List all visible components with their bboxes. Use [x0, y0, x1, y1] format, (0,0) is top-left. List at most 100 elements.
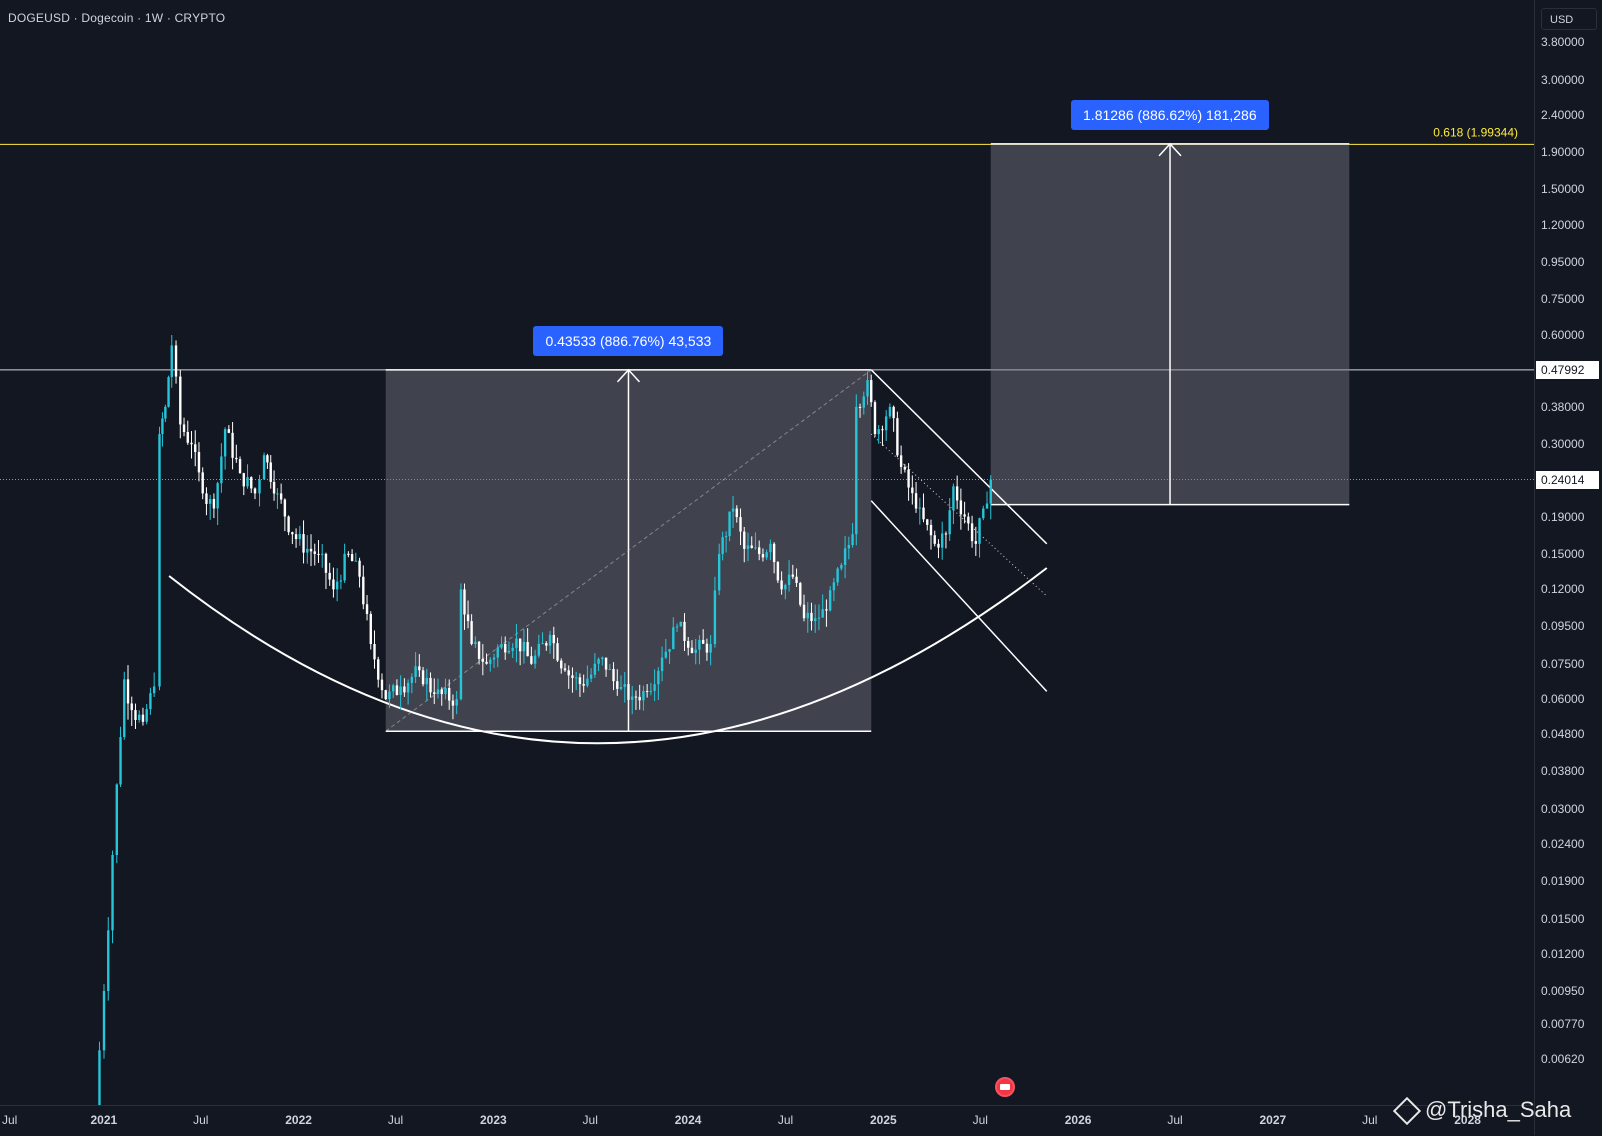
candle-body: [911, 487, 914, 494]
candle-body: [776, 562, 780, 581]
trend-line: [385, 369, 872, 732]
price-tick-label: 3.00000: [1541, 72, 1585, 87]
candle-body: [242, 473, 245, 487]
candle-body: [784, 584, 787, 590]
price-tick-label: 0.75000: [1541, 292, 1585, 307]
candle-body: [235, 457, 238, 460]
candle-body: [141, 714, 145, 722]
candle-body: [358, 560, 361, 577]
us-flag-economic-event-icon[interactable]: [995, 1077, 1015, 1097]
candle-body: [757, 547, 761, 555]
candle-body: [631, 696, 634, 700]
candle-body: [377, 659, 380, 680]
candle-body: [403, 686, 406, 693]
candle-body: [955, 486, 959, 501]
candle-body: [448, 688, 451, 701]
candle-body: [279, 493, 283, 500]
measure-label: 0.43533 (886.76%) 43,533: [533, 325, 724, 356]
candle-body: [713, 590, 717, 644]
candle-body: [791, 574, 795, 577]
candle-body: [668, 649, 671, 652]
candle-body: [276, 493, 279, 495]
candle-body: [262, 455, 266, 480]
candle-body: [634, 696, 638, 698]
price-chart[interactable]: 0.618 (1.99344): [0, 0, 1534, 1105]
candle-body: [347, 553, 350, 555]
candle-body: [223, 429, 227, 457]
candle-body: [272, 481, 276, 494]
time-tick-label: Jul: [2, 1113, 18, 1127]
candle-body: [167, 377, 170, 407]
candle-body: [126, 679, 130, 704]
candle-body: [526, 642, 529, 657]
candle-body: [418, 666, 421, 671]
time-tick-label: 2024: [674, 1113, 702, 1127]
candle-body: [761, 554, 765, 558]
candle-body: [717, 554, 721, 591]
candle-body: [638, 696, 641, 701]
candle-body: [828, 590, 832, 611]
candle-body: [463, 589, 466, 615]
candle-body: [978, 518, 981, 544]
candle-body: [440, 689, 443, 695]
rounded-bottom-curve: [168, 567, 1048, 745]
candle-body: [115, 784, 119, 856]
candle-body: [780, 580, 783, 590]
candle-body: [123, 679, 126, 738]
candle-body: [459, 589, 463, 700]
price-scale[interactable]: 3.80000 3.00000 2.40000 1.90000 1.50000 1.200…: [1534, 0, 1602, 1135]
candle-body: [474, 641, 477, 644]
candle-body: [406, 682, 410, 693]
candle-body: [739, 517, 742, 532]
candle-body: [384, 690, 387, 700]
candle-body: [429, 677, 432, 693]
candle-body: [354, 560, 358, 562]
candle-body: [806, 612, 809, 619]
candle-body: [489, 659, 492, 664]
price-tick-label: 3.80000: [1541, 35, 1585, 50]
watermark-text: @Trisha_Saha: [1425, 1097, 1572, 1122]
candle-body: [840, 564, 843, 569]
candle-body: [328, 572, 331, 580]
price-tick-label: 0.00950: [1541, 983, 1585, 998]
candle-body: [843, 548, 847, 565]
candle-body: [683, 621, 686, 641]
candle-body: [339, 580, 343, 582]
time-scale[interactable]: Jul 2021 Jul 2022 Jul 2023 Jul 2024 Jul 2025 Jul 20…: [0, 1105, 1534, 1136]
watermark: @Trisha_Saha: [1392, 1097, 1572, 1126]
candle-body: [675, 626, 679, 628]
candle-body: [533, 655, 537, 664]
candle-body: [608, 669, 612, 671]
candle-body: [130, 703, 133, 711]
candle-body: [709, 643, 712, 653]
candle-body: [179, 376, 182, 425]
candle-body: [974, 541, 978, 544]
candle-body: [238, 459, 242, 474]
candle-body: [731, 508, 735, 512]
candle-body: [724, 536, 728, 538]
candle-body: [941, 533, 944, 548]
price-tick-label: 0.19000: [1541, 509, 1585, 524]
candle-body: [395, 685, 399, 695]
candle-body: [246, 477, 249, 487]
candle-body: [496, 647, 499, 658]
candle-body: [158, 434, 161, 687]
candle-body: [433, 692, 436, 694]
candle-body: [657, 670, 660, 685]
currency-selector-button[interactable]: USD: [1541, 8, 1597, 30]
time-tick-label: Jul: [582, 1113, 598, 1127]
candle-body: [866, 380, 869, 397]
candle-body: [343, 553, 346, 581]
candle-body: [518, 638, 522, 652]
time-tick-label: Jul: [193, 1113, 209, 1127]
candle-body: [802, 604, 806, 619]
line-price-label: 0.47992: [1536, 360, 1599, 379]
candle-body: [877, 429, 880, 435]
candle-body: [470, 621, 473, 644]
candle-body: [332, 579, 335, 590]
candle-body: [989, 479, 992, 504]
candle-body: [836, 568, 839, 583]
candle-body: [309, 548, 313, 552]
candle-body: [933, 535, 936, 544]
candle-body: [388, 691, 391, 700]
